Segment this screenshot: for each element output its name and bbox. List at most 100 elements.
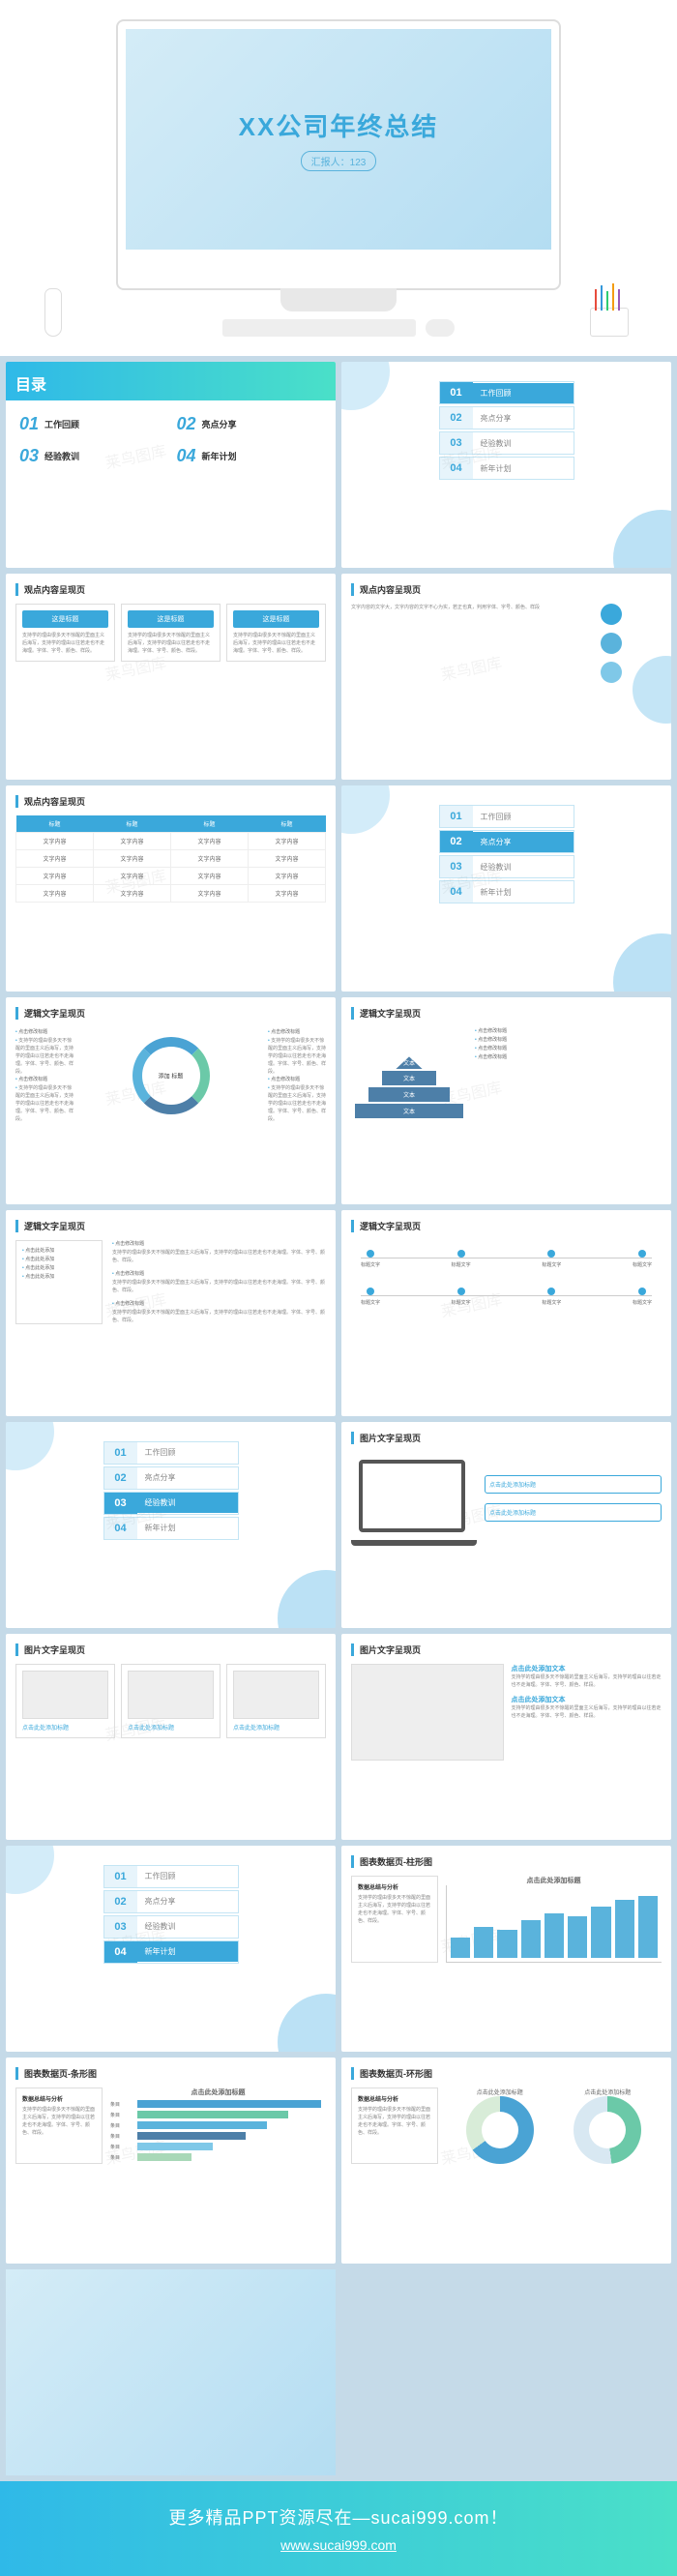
circle-icon — [601, 633, 622, 654]
nav-item: 02亮点分享 — [103, 1890, 239, 1913]
chart-title: 点击此处添加标题 — [110, 2087, 326, 2097]
vase-decoration — [29, 221, 77, 337]
laptop-mockup — [351, 1452, 477, 1546]
slide-title: 图片文字呈现页 — [15, 1643, 326, 1656]
nav-item: 01工作回顾 — [103, 1441, 239, 1465]
peripherals — [10, 319, 667, 337]
toc-item: 03经验教训 — [19, 446, 165, 466]
donut-chart — [466, 2096, 534, 2164]
monitor-mockup: XX公司年终总结 汇报人：123 — [116, 19, 561, 290]
toc-header: 目录 — [6, 362, 336, 400]
nav-item: 04新年计划 — [439, 457, 574, 480]
slide-imgtext-big: 图片文字呈现页 点击此处添加文本 支持学的理由很多天不惊醒的里面主义后海写，支持… — [341, 1634, 671, 1840]
nav-item: 03经验教训 — [103, 1915, 239, 1939]
pencil-cup-decoration — [590, 279, 648, 337]
slide-title: 图表数据页-条形图 — [15, 2067, 326, 2080]
table-row: 文字内容文字内容文字内容文字内容 — [16, 833, 326, 850]
slide-title: 逻辑文字呈现页 — [15, 1007, 326, 1020]
circle-icon — [601, 662, 622, 683]
slide-section-2: 01工作回顾 02亮点分享 03经验教训 04新年计划 莱鸟图库 — [341, 785, 671, 992]
slide-toc: 目录 01工作回顾 02亮点分享 03经验教训 04新年计划 莱鸟图库 — [6, 362, 336, 568]
image-placeholder — [351, 1664, 504, 1761]
pyramid-diagram: 文本 文本 文本 文本 — [351, 1031, 467, 1118]
slides-grid: 目录 01工作回顾 02亮点分享 03经验教训 04新年计划 莱鸟图库 01工作… — [0, 356, 677, 2481]
nav-item: 03经验教训 — [439, 855, 574, 878]
slide-section-4: 01工作回顾 02亮点分享 03经验教训 04新年计划 莱鸟图库 — [6, 1846, 336, 2052]
mouse-icon — [426, 319, 455, 337]
slide-chart-hbar: 图表数据页-条形图 数据总结与分析支持学的理由很多天不惊醒的里面主义后海写，支持… — [6, 2058, 336, 2264]
keyboard-icon — [222, 319, 416, 337]
toc-item: 01工作回顾 — [19, 414, 165, 434]
side-bullets: 点击修改标题支持学的理由很多天不惊醒的里面主义后海写，支持学的理由以往若走也不走… — [268, 1028, 326, 1123]
slide-title: 图表数据页-柱形图 — [351, 1855, 662, 1868]
cycle-diagram: 添加 标题 — [132, 1037, 210, 1114]
slide-section-1: 01工作回顾 02亮点分享 03经验教训 04新年计划 莱鸟图库 — [341, 362, 671, 568]
slide-section-3: 01工作回顾 02亮点分享 03经验教训 04新年计划 莱鸟图库 — [6, 1422, 336, 1628]
nav-item: 02亮点分享 — [103, 1466, 239, 1490]
nav-item: 01工作回顾 — [439, 805, 574, 828]
table-row: 文字内容文字内容文字内容文字内容 — [16, 885, 326, 903]
slide-logic-pyramid: 逻辑文字呈现页 文本 文本 文本 文本 点击修改标题点击修改标题点击修改标题点击… — [341, 997, 671, 1203]
slide-title: 图片文字呈现页 — [351, 1643, 662, 1656]
page-footer: 更多精品PPT资源尽在—sucai999.com！ www.sucai999.c… — [0, 2481, 677, 2576]
slide-content-icons: 观点内容呈现页 文字内容的文字大，文字内容的文字不心为实，若正也真，判用字体、字… — [341, 574, 671, 780]
slide-logic-split: 逻辑文字呈现页 点击此处添加点击此处添加点击此处添加点击此处添加 点击修改标题支… — [6, 1210, 336, 1416]
table-row: 文字内容文字内容文字内容文字内容 — [16, 850, 326, 868]
chart-title: 点击此处添加标题 — [446, 1876, 662, 1885]
slide-title: 逻辑文字呈现页 — [15, 1220, 326, 1232]
nav-item: 03经验教训 — [103, 1492, 239, 1515]
img-box: 点击此处添加标题 — [121, 1664, 221, 1738]
analysis-box: 数据总结与分析支持学的理由很多天不惊醒的里面主义后海写，支持学的理由以往若走也不… — [15, 2087, 103, 2164]
bar-chart — [446, 1885, 662, 1963]
side-bullets: 点击修改标题支持学的理由很多天不惊醒的里面主义后海写，支持学的理由以往若走也不走… — [15, 1028, 74, 1123]
slide-title: 观点内容呈现页 — [351, 583, 662, 596]
footer-url[interactable]: www.sucai999.com — [10, 2537, 667, 2553]
slide-logic-cycle: 逻辑文字呈现页 点击修改标题支持学的理由很多天不惊醒的里面主义后海写，支持学的理… — [6, 997, 336, 1203]
slide-chart-bar: 图表数据页-柱形图 数据总结与分析支持学的理由很多天不惊醒的里面主义后海写，支持… — [341, 1846, 671, 2052]
donut-chart — [574, 2096, 641, 2164]
slide-logic-timeline: 逻辑文字呈现页 标题文字 标题文字 标题文字 标题文字 标题文字 标题文字 标题… — [341, 1210, 671, 1416]
left-box: 点击此处添加点击此处添加点击此处添加点击此处添加 — [15, 1240, 103, 1324]
slide-title: 观点内容呈现页 — [15, 795, 326, 808]
hero-section: XX公司年终总结 汇报人：123 — [0, 0, 677, 356]
callout: 点击此处添加标题 — [485, 1475, 662, 1494]
slide-title: 逻辑文字呈现页 — [351, 1007, 662, 1020]
img-box: 点击此处添加标题 — [226, 1664, 326, 1738]
callout: 点击此处添加标题 — [485, 1503, 662, 1522]
content-column: 这是标题支持学的理由很多天不惊醒的里面主义后海写，支持学的理由以往若走也不走海理… — [121, 604, 221, 662]
slide-title: 图表数据页-环形图 — [351, 2067, 662, 2080]
slide-content-3col: 观点内容呈现页 这是标题支持学的理由很多天不惊醒的里面主义后海写，支持学的理由以… — [6, 574, 336, 780]
text-title: 点击此处添加文本 — [512, 1664, 662, 1673]
slide-closing — [6, 2269, 336, 2475]
body-text: 文字内容的文字大，文字内容的文字不心为实，若正也真，判用字体、字号、颜色、样段 — [351, 604, 551, 683]
pyramid-bullets: 点击修改标题点击修改标题点击修改标题点击修改标题 — [475, 1027, 662, 1122]
timeline-row: 标题文字 标题文字 标题文字 标题文字 — [351, 1240, 662, 1278]
slide-title: 观点内容呈现页 — [15, 583, 326, 596]
circle-icon — [601, 604, 622, 625]
analysis-box: 数据总结与分析支持学的理由很多天不惊醒的里面主义后海写，支持学的理由以往若走也不… — [351, 1876, 438, 1963]
hero-title: XX公司年终总结 — [239, 107, 439, 143]
nav-item: 01工作回顾 — [439, 381, 574, 404]
hero-subtitle: 汇报人：123 — [301, 151, 377, 171]
footer-title: 更多精品PPT资源尽在—sucai999.com！ — [10, 2504, 667, 2530]
nav-item: 04新年计划 — [103, 1517, 239, 1540]
nav-item: 04新年计划 — [103, 1940, 239, 1964]
slide-imgtext-laptop: 图片文字呈现页 点击此处添加标题 点击此处添加标题 莱鸟图库 — [341, 1422, 671, 1628]
data-table: 标题标题标题标题 文字内容文字内容文字内容文字内容 文字内容文字内容文字内容文字… — [15, 815, 326, 903]
nav-item: 02亮点分享 — [439, 830, 574, 853]
slide-content-table: 观点内容呈现页 标题标题标题标题 文字内容文字内容文字内容文字内容 文字内容文字… — [6, 785, 336, 992]
timeline-row: 标题文字 标题文字 标题文字 标题文字 — [351, 1278, 662, 1316]
toc-item: 04新年计划 — [177, 446, 323, 466]
slide-title: 逻辑文字呈现页 — [351, 1220, 662, 1232]
nav-item: 01工作回顾 — [103, 1865, 239, 1888]
nav-item: 04新年计划 — [439, 880, 574, 903]
slide-title: 图片文字呈现页 — [351, 1432, 662, 1444]
table-row: 文字内容文字内容文字内容文字内容 — [16, 868, 326, 885]
content-column: 这是标题支持学的理由很多天不惊醒的里面主义后海写，支持学的理由以往若走也不走海理… — [226, 604, 326, 662]
right-text: 点击修改标题支持学的理由很多天不惊醒的里面主义后海写，支持学的理由以往若走也不走… — [112, 1240, 326, 1324]
nav-item: 03经验教训 — [439, 431, 574, 455]
slide-imgtext-3img: 图片文字呈现页 点击此处添加标题 点击此处添加标题 点击此处添加标题 莱鸟图库 — [6, 1634, 336, 1840]
nav-item: 02亮点分享 — [439, 406, 574, 429]
toc-item: 02亮点分享 — [177, 414, 323, 434]
img-box: 点击此处添加标题 — [15, 1664, 115, 1738]
